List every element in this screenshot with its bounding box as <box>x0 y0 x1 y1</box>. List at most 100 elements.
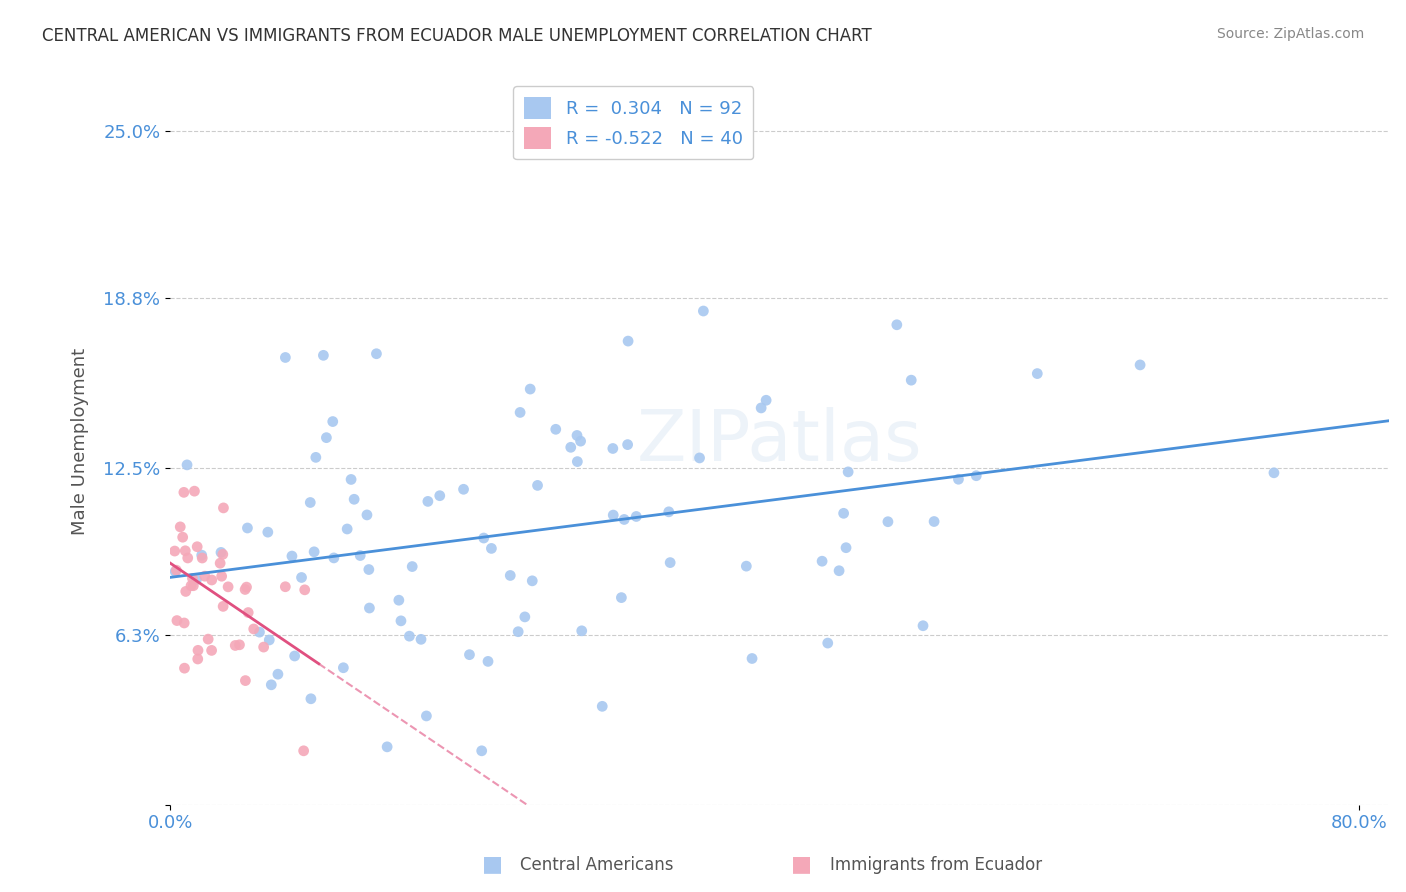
Point <box>617 334 640 348</box>
Text: Central Americans: Central Americans <box>520 856 673 874</box>
Point <box>267 667 290 681</box>
Point <box>259 632 281 647</box>
Point <box>315 431 337 445</box>
Point <box>256 525 278 540</box>
Point <box>508 624 530 639</box>
Point <box>224 639 246 653</box>
Point <box>513 610 536 624</box>
Point <box>416 494 439 508</box>
Point <box>191 551 214 566</box>
Text: Source: ZipAtlas.com: Source: ZipAtlas.com <box>1216 27 1364 41</box>
Point <box>735 559 758 574</box>
Point <box>741 651 763 665</box>
Point <box>453 483 475 497</box>
Point <box>336 522 359 536</box>
Point <box>290 570 312 584</box>
Point <box>591 699 613 714</box>
Point <box>571 624 593 638</box>
Point <box>340 473 363 487</box>
Point <box>186 573 208 587</box>
Point <box>886 318 908 332</box>
Point <box>356 508 378 522</box>
Point <box>169 520 191 534</box>
Point <box>692 304 714 318</box>
Point <box>302 545 325 559</box>
Point <box>389 614 412 628</box>
Legend: R =  0.304   N = 92, R = -0.522   N = 40: R = 0.304 N = 92, R = -0.522 N = 40 <box>513 87 754 160</box>
Point <box>209 545 232 559</box>
Point <box>877 515 900 529</box>
Point <box>322 550 344 565</box>
Point <box>190 548 212 562</box>
Point <box>610 591 633 605</box>
Point <box>343 492 366 507</box>
Point <box>526 478 548 492</box>
Point <box>948 472 970 486</box>
Text: CENTRAL AMERICAN VS IMMIGRANTS FROM ECUADOR MALE UNEMPLOYMENT CORRELATION CHART: CENTRAL AMERICAN VS IMMIGRANTS FROM ECUA… <box>42 27 872 45</box>
Text: ■: ■ <box>792 855 811 874</box>
Point <box>828 564 851 578</box>
Point <box>211 569 233 583</box>
Point <box>658 505 681 519</box>
Point <box>602 442 624 456</box>
Point <box>165 565 187 579</box>
Point <box>249 625 271 640</box>
Point <box>458 648 481 662</box>
Point <box>388 593 411 607</box>
Y-axis label: Male Unemployment: Male Unemployment <box>72 348 89 534</box>
Point <box>183 579 205 593</box>
Point <box>187 643 209 657</box>
Point <box>172 530 194 544</box>
Point <box>519 382 541 396</box>
Point <box>332 661 354 675</box>
Point <box>544 422 567 436</box>
Point <box>409 632 432 647</box>
Point <box>835 541 858 555</box>
Point <box>305 450 328 465</box>
Point <box>242 622 264 636</box>
Point <box>187 652 209 666</box>
Point <box>194 569 217 583</box>
Point <box>922 515 945 529</box>
Point <box>1129 358 1152 372</box>
Point <box>166 614 188 628</box>
Point <box>238 606 260 620</box>
Point <box>274 580 297 594</box>
Point <box>477 654 499 668</box>
Point <box>163 544 186 558</box>
Point <box>359 601 381 615</box>
Point <box>212 599 235 614</box>
Point <box>183 484 205 499</box>
Text: Immigrants from Ecuador: Immigrants from Ecuador <box>830 856 1042 874</box>
Point <box>299 691 322 706</box>
Point <box>235 580 257 594</box>
Point <box>322 415 344 429</box>
Point <box>312 348 335 362</box>
Point <box>349 549 371 563</box>
Point <box>186 540 208 554</box>
Point <box>236 521 259 535</box>
Point <box>522 574 544 588</box>
Text: ZIPatlas: ZIPatlas <box>637 407 922 475</box>
Point <box>602 508 624 522</box>
Point <box>565 428 588 442</box>
Point <box>212 500 235 515</box>
Point <box>284 648 307 663</box>
Point <box>366 347 388 361</box>
Point <box>900 373 922 387</box>
Point <box>499 568 522 582</box>
Point <box>626 509 648 524</box>
Point <box>481 541 503 556</box>
Point <box>471 744 494 758</box>
Point <box>749 401 772 415</box>
Point <box>197 632 219 647</box>
Point <box>165 563 187 577</box>
Point <box>174 543 197 558</box>
Point <box>616 437 638 451</box>
Point <box>689 450 711 465</box>
Point <box>567 454 589 468</box>
Point <box>613 512 636 526</box>
Point <box>235 673 257 688</box>
Point <box>299 495 322 509</box>
Point <box>965 468 987 483</box>
